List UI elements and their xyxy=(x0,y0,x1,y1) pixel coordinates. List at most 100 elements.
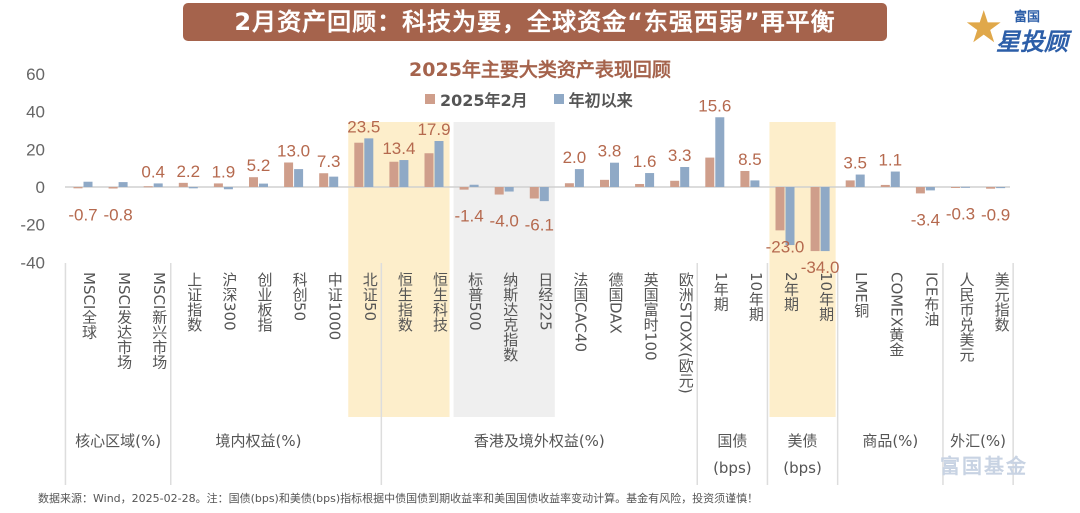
category-label: MSCI全球 xyxy=(80,272,98,340)
bar-ytd xyxy=(820,187,830,252)
category-label: 创业板指 xyxy=(256,272,274,333)
legend-item-feb: 2025年2月 xyxy=(425,87,528,111)
bar-ytd xyxy=(785,187,795,246)
bar-feb xyxy=(459,187,469,190)
data-label: 2.2 xyxy=(176,162,200,181)
bar-ytd xyxy=(434,141,444,187)
bar-feb xyxy=(529,187,539,199)
bar-ytd xyxy=(925,187,935,191)
chart-title: 2025年主要大类资产表现回顾 xyxy=(409,59,671,81)
y-tick-label: 20 xyxy=(26,140,45,159)
data-label: 17.9 xyxy=(417,120,450,139)
data-label: 23.5 xyxy=(347,117,380,136)
y-tick-label: -20 xyxy=(20,216,45,235)
bar-ytd xyxy=(329,176,339,187)
bar-ytd xyxy=(294,169,304,187)
bar-ytd xyxy=(153,183,163,187)
category-label: LME铜 xyxy=(852,272,870,319)
bar-feb xyxy=(775,187,785,231)
bar-ytd xyxy=(645,173,655,187)
bar-ytd xyxy=(118,182,128,187)
group-label: 国债 xyxy=(717,432,747,450)
bar-ytd xyxy=(259,183,268,187)
category-label: 日经225 xyxy=(536,272,554,331)
category-label: MSCI发达市场 xyxy=(115,272,133,371)
group-label: 商品(%) xyxy=(862,432,918,450)
bar-feb xyxy=(635,183,645,187)
bar-ytd xyxy=(223,187,233,190)
data-label: 5.2 xyxy=(247,156,271,175)
bar-feb xyxy=(424,153,434,187)
bar-feb xyxy=(389,161,399,187)
category-label: 沪深300 xyxy=(220,272,238,331)
bar-feb xyxy=(143,186,153,188)
data-label: -23.0 xyxy=(766,237,805,256)
data-label: -0.3 xyxy=(946,205,975,224)
y-tick-label: 40 xyxy=(26,103,45,122)
category-label: 美元指数 xyxy=(993,272,1011,332)
data-label: 0.4 xyxy=(141,162,165,181)
bar-ytd xyxy=(188,187,198,189)
category-label: 标普500 xyxy=(466,272,484,331)
data-label: 3.5 xyxy=(843,154,867,173)
group-label: 香港及境外权益(%) xyxy=(474,432,605,450)
data-label: 13.4 xyxy=(382,139,415,158)
data-label: 13.0 xyxy=(277,141,310,160)
legend-swatch-feb xyxy=(425,94,435,104)
y-tick-label: -40 xyxy=(20,253,45,272)
data-label: -0.9 xyxy=(981,206,1010,225)
data-label: 15.6 xyxy=(698,96,731,115)
category-label: 北证50 xyxy=(361,272,379,321)
bar-feb xyxy=(986,187,996,189)
logo-top-text: 富国 xyxy=(1014,10,1041,25)
data-label: 3.3 xyxy=(668,146,692,165)
data-label: 8.5 xyxy=(738,150,762,169)
group-label: 外汇(%) xyxy=(950,432,1006,450)
group-label: 核心区域(%) xyxy=(75,432,161,450)
bar-ytd xyxy=(750,180,760,187)
bar-feb xyxy=(354,142,364,187)
bar-ytd xyxy=(83,181,93,187)
bar-feb xyxy=(740,170,750,187)
bar-feb xyxy=(213,183,223,187)
bar-ytd xyxy=(399,160,409,187)
data-label: 1.1 xyxy=(878,151,902,170)
bar-feb xyxy=(284,162,294,187)
data-label: 1.6 xyxy=(633,152,657,171)
category-label: 科创50 xyxy=(291,272,309,321)
data-label: -4.0 xyxy=(490,212,519,231)
category-label: 欧洲STOXX(欧元) xyxy=(677,272,695,394)
highlight-band xyxy=(348,122,450,417)
bar-feb xyxy=(810,187,820,252)
legend: 2025年2月 年初以来 xyxy=(425,87,633,111)
category-label: 恒生科技 xyxy=(431,272,449,333)
legend-item-ytd: 年初以来 xyxy=(553,87,633,111)
category-label: ICE布油 xyxy=(922,272,940,327)
category-label: 10年期 xyxy=(747,272,765,322)
category-label: 英国富时100 xyxy=(642,271,660,360)
y-tick-label: 60 xyxy=(26,65,45,84)
bar-ytd xyxy=(610,162,619,187)
group-label: 境内权益(%) xyxy=(216,432,302,450)
logo-main-text: 星投顾 xyxy=(996,28,1068,56)
highlight-band xyxy=(769,122,836,417)
data-label: -0.7 xyxy=(68,205,97,224)
data-label: 3.8 xyxy=(598,142,622,161)
bar-feb xyxy=(705,157,715,187)
star-icon: ★ xyxy=(964,2,1004,53)
bar-ytd xyxy=(539,187,549,202)
bar-feb xyxy=(494,187,504,195)
bar-ytd xyxy=(469,184,479,187)
category-label: 10年期 xyxy=(817,272,835,322)
bar-ytd xyxy=(574,169,584,187)
category-label: 上证指数 xyxy=(185,272,203,332)
data-label: 7.3 xyxy=(317,152,341,171)
group-label: (bps) xyxy=(713,459,752,477)
watermark: 富国基金 xyxy=(940,454,1028,478)
bar-feb xyxy=(600,179,609,187)
bar-feb xyxy=(670,180,680,187)
highlight-band xyxy=(453,122,555,417)
data-label: -34.0 xyxy=(801,258,840,277)
data-label: 1.9 xyxy=(212,162,236,181)
